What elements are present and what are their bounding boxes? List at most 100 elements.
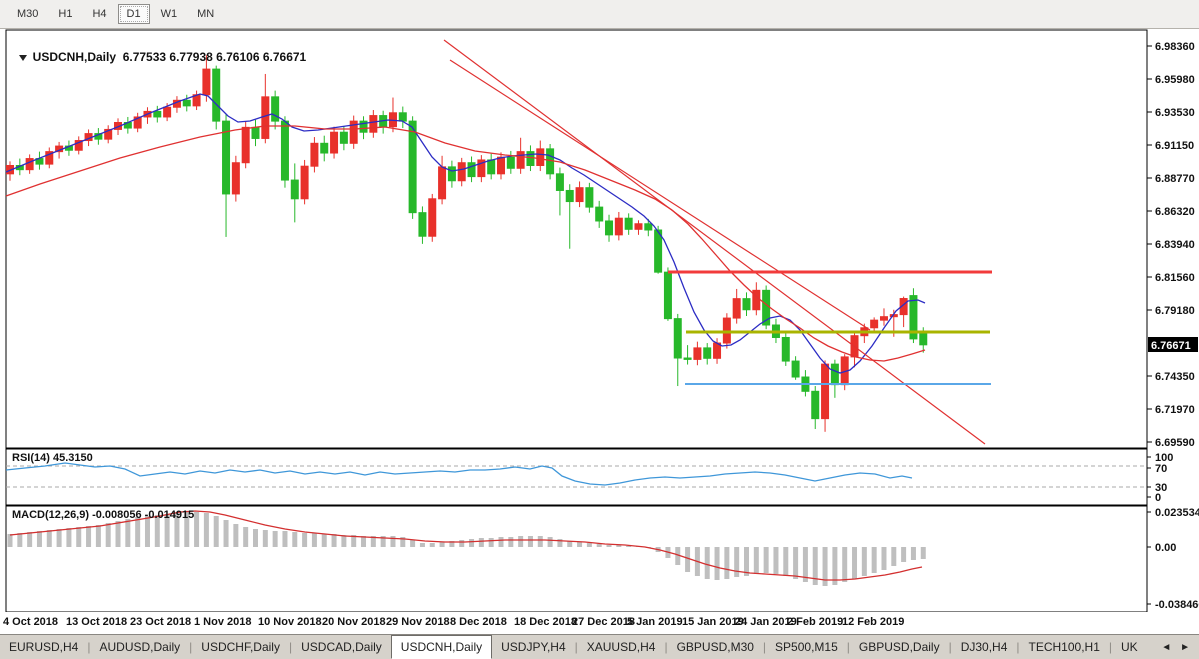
macd-axis-label: 0.023534 <box>1155 507 1199 519</box>
macd-histogram-bar <box>881 547 887 570</box>
macd-histogram-bar <box>370 536 376 547</box>
date-tick-label: 8 Dec 2018 <box>450 616 507 628</box>
macd-axis-label: -0.038466 <box>1155 599 1199 611</box>
macd-histogram-bar <box>802 547 808 582</box>
date-tick-label: 24 Jan 2019 <box>735 616 797 628</box>
timeframe-button-d1[interactable]: D1 <box>117 4 150 24</box>
candle-body <box>359 120 368 133</box>
candle-body <box>310 142 319 167</box>
symbol-tab-uk[interactable]: UK <box>1121 640 1138 654</box>
timeframe-button-mn[interactable]: MN <box>197 8 215 20</box>
macd-histogram-bar <box>488 538 494 547</box>
macd-histogram-bar <box>27 532 33 547</box>
macd-histogram-bar <box>793 547 799 579</box>
candle-body <box>428 198 437 237</box>
candle-body <box>231 162 240 195</box>
candle-body <box>320 142 329 154</box>
price-axis-label: 6.83940 <box>1155 239 1195 251</box>
candle-body <box>899 298 908 316</box>
macd-histogram-bar <box>66 528 72 547</box>
timeframe-button-m30[interactable]: M30 <box>17 8 39 20</box>
date-tick-label: 27 Dec 2018 <box>572 616 635 628</box>
candle-body <box>280 120 289 181</box>
macd-histogram-bar <box>115 521 121 547</box>
candle-body <box>565 189 574 203</box>
symbol-tab-usdchf[interactable]: USDCHF,Daily <box>201 640 280 654</box>
symbol-tab-usdcad[interactable]: USDCAD,Daily <box>301 640 382 654</box>
symbol-tab-dj30[interactable]: DJ30,H4 <box>960 640 1008 654</box>
macd-histogram-bar <box>164 514 170 547</box>
macd-histogram-bar <box>449 541 455 547</box>
timeframe-button-h1[interactable]: H1 <box>58 8 73 20</box>
price-axis-label: 6.91150 <box>1155 140 1194 152</box>
macd-histogram-bar <box>429 543 435 547</box>
symbol-tab-eurusd[interactable]: EURUSD,H4 <box>9 640 79 654</box>
macd-histogram-bar <box>753 547 759 574</box>
symbol-tab-tech100[interactable]: TECH100,H1 <box>1028 640 1100 654</box>
price-axis-label: 6.81560 <box>1155 272 1195 284</box>
macd-histogram-bar <box>203 513 209 547</box>
macd-histogram-bar <box>901 547 907 562</box>
symbol-tab-xauusd[interactable]: XAUUSD,H4 <box>586 640 656 654</box>
macd-histogram-bar <box>783 547 789 576</box>
chart-title: USDCNH,Daily 6.77533 6.77938 6.76106 6.7… <box>12 36 306 64</box>
candle-body <box>644 223 653 231</box>
timeframe-button-w1[interactable]: W1 <box>160 8 178 20</box>
price-axis-label: 6.93530 <box>1155 107 1195 119</box>
candle-body <box>222 120 231 195</box>
macd-histogram-bar <box>36 531 42 547</box>
candle-body <box>791 360 800 378</box>
candle-body <box>555 173 564 191</box>
macd-histogram-bar <box>744 547 749 576</box>
macd-histogram-bar <box>76 527 82 547</box>
macd-histogram-bar <box>704 547 710 579</box>
symbol-tab-audusd[interactable]: AUDUSD,Daily <box>99 640 181 654</box>
symbol-dropdown-icon[interactable] <box>18 54 27 61</box>
candle-body <box>271 96 280 122</box>
symbol-tab-gbpusd[interactable]: GBPUSD,Daily <box>858 640 940 654</box>
macd-histogram-bar <box>46 530 52 547</box>
macd-histogram-bar <box>272 531 278 547</box>
macd-histogram-bar <box>537 536 543 547</box>
candle-body <box>909 295 918 340</box>
macd-histogram-bar <box>400 537 406 547</box>
candle-body <box>25 158 34 171</box>
symbol-tab-gbpusd[interactable]: GBPUSD,M30 <box>676 640 754 654</box>
macd-histogram-bar <box>910 547 916 560</box>
macd-histogram-bar <box>626 546 632 547</box>
macd-histogram-bar <box>596 544 602 547</box>
downtrend-trendline[interactable] <box>449 59 871 331</box>
candle-body <box>330 131 339 154</box>
rsi-panel <box>5 448 1148 506</box>
macd-histogram-bar <box>557 539 563 547</box>
rsi-axis-label: 30 <box>1155 482 1167 494</box>
downtrend-trendline[interactable] <box>443 39 986 445</box>
tab-scroll-arrows[interactable]: ◄ ► <box>1161 641 1193 653</box>
candle-body <box>398 112 407 122</box>
date-tick-label: 12 Feb 2019 <box>842 616 905 628</box>
macd-histogram-bar <box>135 517 141 547</box>
macd-histogram-bar <box>567 541 573 547</box>
macd-histogram-bar <box>832 547 838 585</box>
price-axis-label: 6.98360 <box>1155 41 1195 53</box>
macd-histogram-bar <box>125 519 131 547</box>
macd-histogram-bar <box>262 530 268 547</box>
date-tick-label: 13 Oct 2018 <box>66 616 128 628</box>
macd-histogram-bar <box>95 525 101 547</box>
candle-body <box>163 106 172 118</box>
macd-histogram-bar <box>527 536 533 547</box>
tab-separator: | <box>1016 640 1020 654</box>
macd-histogram-bar <box>861 547 867 576</box>
date-tick-label: 2 Feb 2019 <box>787 616 844 628</box>
macd-histogram-bar <box>920 547 926 559</box>
ma-fast-line <box>5 93 926 374</box>
timeframe-button-h4[interactable]: H4 <box>92 8 107 20</box>
symbol-tab-sp500[interactable]: SP500,M15 <box>775 640 838 654</box>
candle-body <box>447 166 456 182</box>
candle-body <box>212 68 221 122</box>
candle-body <box>74 140 83 151</box>
symbol-tab-usdcnh[interactable]: USDCNH,Daily <box>390 635 493 659</box>
symbol-tab-usdjpy[interactable]: USDJPY,H4 <box>501 640 566 654</box>
